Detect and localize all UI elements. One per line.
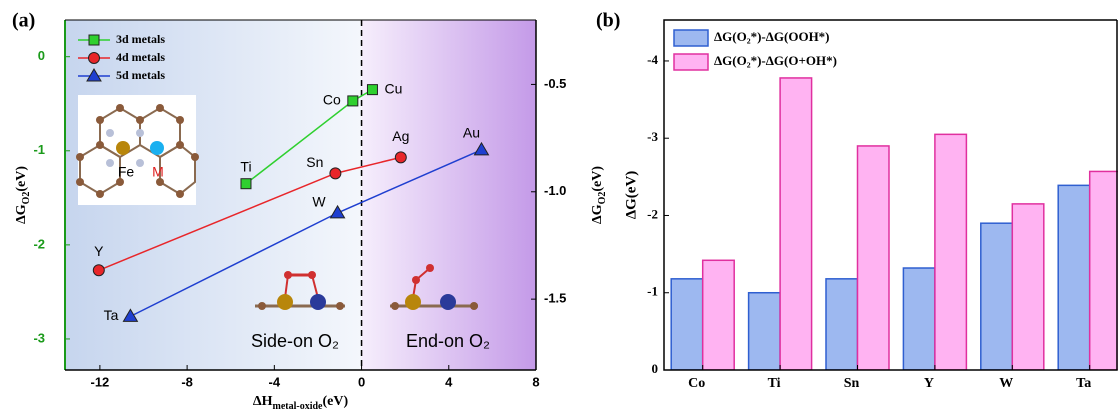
y-tick-label: -1 (33, 142, 45, 157)
y-tick-label: -3 (33, 330, 45, 345)
panel-b: Co Ti Sn Y W Ta 0 -1 -2 -3 -4 ΔG(eV) ΔG(O₂*)-ΔG(OOH*… (623, 20, 1118, 391)
legend-swatch (674, 54, 708, 70)
x-tick-label: -8 (181, 374, 193, 389)
point-label: Ta (104, 307, 119, 323)
legend-marker (89, 53, 100, 64)
y-tick-label: -4 (647, 52, 658, 67)
y2-tick-label: -0.5 (544, 76, 566, 91)
m-atom (150, 141, 164, 155)
x-tick-label: Ti (768, 376, 781, 391)
axis-label: ΔGO2(eV) (590, 166, 608, 224)
point-label: W (312, 194, 326, 210)
legend-label: ΔG(O₂*)-ΔG(OOH*) (714, 29, 830, 44)
axis-label: ΔGO2(eV) (14, 166, 32, 224)
bar (1090, 171, 1118, 370)
axis-label: ΔHmetal-oxide(eV) (253, 394, 349, 412)
axis-label-part: (eV) (323, 394, 349, 409)
background-right (362, 20, 536, 370)
x-tick-label: -12 (90, 374, 109, 389)
bar (671, 279, 703, 370)
x-tick-label: Y (924, 376, 934, 391)
x-tick-label: W (999, 376, 1013, 391)
axis-label-part: ΔG (14, 204, 29, 224)
y2-tick-label: -1.0 (544, 183, 566, 198)
point-label: Cu (384, 80, 402, 96)
bar (981, 223, 1013, 370)
x-tick-label: Ta (1076, 376, 1091, 391)
y2-tick-label: -1.5 (544, 291, 566, 306)
x-tick-label: Sn (844, 376, 860, 391)
x-tick-label: 8 (532, 374, 539, 389)
inset-label: M (152, 164, 164, 180)
axis-label: ΔG(eV) (623, 171, 639, 220)
point-label: Ag (392, 128, 409, 144)
point-label: Ti (240, 158, 251, 174)
panel-a: -12 -8 -4 0 4 8 -3 -2 -1 0 -1.5 -1.0 -0.5 ΔHmetal-oxi… (14, 20, 608, 412)
bar (1012, 204, 1044, 370)
point-label: Sn (306, 154, 323, 170)
marker (93, 265, 104, 276)
marker (348, 96, 358, 106)
bar (749, 293, 781, 370)
axis-label-part: (eV) (590, 166, 605, 192)
panel-label: (a) (12, 10, 35, 32)
axis-label-part: (eV) (14, 166, 29, 192)
figure: -12 -8 -4 0 4 8 -3 -2 -1 0 -1.5 -1.0 -0.5 ΔHmetal-oxi… (0, 0, 1118, 416)
legend-swatch (674, 30, 708, 46)
legend-marker (89, 35, 99, 45)
axis-label-part: metal-oxide (273, 401, 324, 412)
inset-bg (78, 95, 196, 205)
legend-label: ΔG(O₂*)-ΔG(O+OH*) (714, 53, 837, 68)
bar (780, 78, 812, 370)
bar (703, 260, 735, 370)
legend-label: 4d metals (116, 50, 165, 64)
x-tick-label: -4 (269, 374, 281, 389)
inset-label: Fe (118, 164, 135, 180)
bar (935, 134, 967, 370)
y-tick-label: -3 (647, 129, 658, 144)
x-tick-label: Co (688, 376, 705, 391)
marker (395, 152, 406, 163)
point-label: Co (323, 92, 341, 108)
y-tick-label: 0 (38, 48, 45, 63)
y-tick-label: -1 (647, 284, 658, 299)
bar (1058, 185, 1090, 370)
bar (826, 279, 858, 370)
annotation: Side-on O₂ (251, 331, 339, 351)
x-tick-label: 4 (445, 374, 453, 389)
legend-label: 3d metals (116, 32, 165, 46)
bar (903, 268, 935, 370)
bar (858, 146, 890, 370)
annotation: End-on O₂ (406, 331, 490, 351)
point-label: Au (463, 125, 480, 141)
marker (367, 85, 377, 95)
y-tick-label: -2 (647, 206, 658, 221)
legend-label: 5d metals (116, 68, 165, 82)
y-tick-label: -2 (33, 236, 45, 251)
axis-label-part: O2 (597, 192, 608, 205)
inset: Fe M (76, 95, 199, 205)
marker (241, 179, 251, 189)
fe-atom (116, 141, 130, 155)
bars (671, 78, 1118, 370)
axis-label-part: ΔH (253, 394, 273, 409)
x-tick-label: 0 (358, 374, 365, 389)
axis-label-part: O2 (21, 192, 32, 205)
marker (330, 168, 341, 179)
axis-label-part: ΔG (590, 204, 605, 224)
point-label: Y (94, 243, 104, 259)
panel-label: (b) (596, 10, 620, 32)
y-tick-label: 0 (652, 361, 659, 376)
